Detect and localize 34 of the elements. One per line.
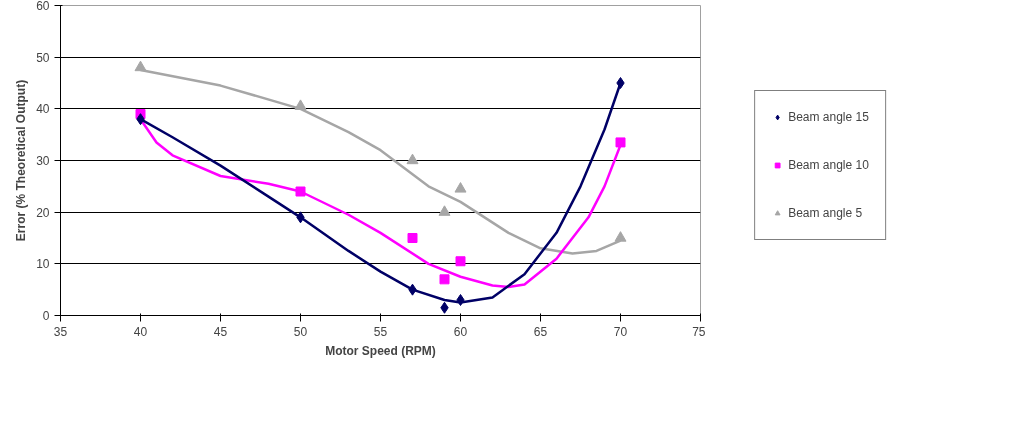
point bbox=[454, 182, 467, 193]
y-tick-label: 60 bbox=[36, 0, 50, 13]
legend-label: Beam angle 10 bbox=[788, 158, 869, 172]
legend-label: Beam angle 15 bbox=[788, 110, 869, 124]
x-tick-label: 60 bbox=[453, 324, 468, 339]
point bbox=[134, 60, 147, 72]
y-tick-label: 30 bbox=[36, 154, 50, 168]
x-tick-label: 55 bbox=[373, 324, 388, 339]
point bbox=[439, 274, 450, 285]
x-tick-label: 45 bbox=[213, 324, 228, 339]
point bbox=[455, 256, 466, 267]
y-axis-title: Error (% Theoretical Output) bbox=[14, 79, 29, 242]
x-tick-label: 40 bbox=[133, 324, 148, 339]
point bbox=[294, 99, 307, 110]
y-tick-label: 10 bbox=[36, 257, 50, 272]
x-tick-label: 65 bbox=[533, 324, 548, 339]
y-tick-label: 0 bbox=[42, 309, 50, 323]
legend-label: Beam angle 5 bbox=[788, 206, 863, 220]
point bbox=[616, 77, 625, 89]
y-tick-label: 40 bbox=[36, 102, 50, 117]
point bbox=[407, 233, 418, 243]
point bbox=[614, 231, 627, 242]
point bbox=[456, 294, 465, 306]
y-tick-label: 20 bbox=[36, 205, 50, 220]
y-tick-label: 50 bbox=[36, 50, 50, 65]
point bbox=[438, 205, 451, 216]
x-tick-label: 70 bbox=[613, 324, 628, 339]
point bbox=[615, 137, 626, 148]
x-tick-label: 75 bbox=[692, 324, 706, 339]
x-tick-label: 50 bbox=[293, 324, 308, 339]
x-tick-label: 35 bbox=[53, 324, 68, 339]
point bbox=[406, 153, 419, 165]
x-axis-title: Motor Speed (RPM) bbox=[325, 343, 436, 358]
point bbox=[295, 186, 306, 197]
